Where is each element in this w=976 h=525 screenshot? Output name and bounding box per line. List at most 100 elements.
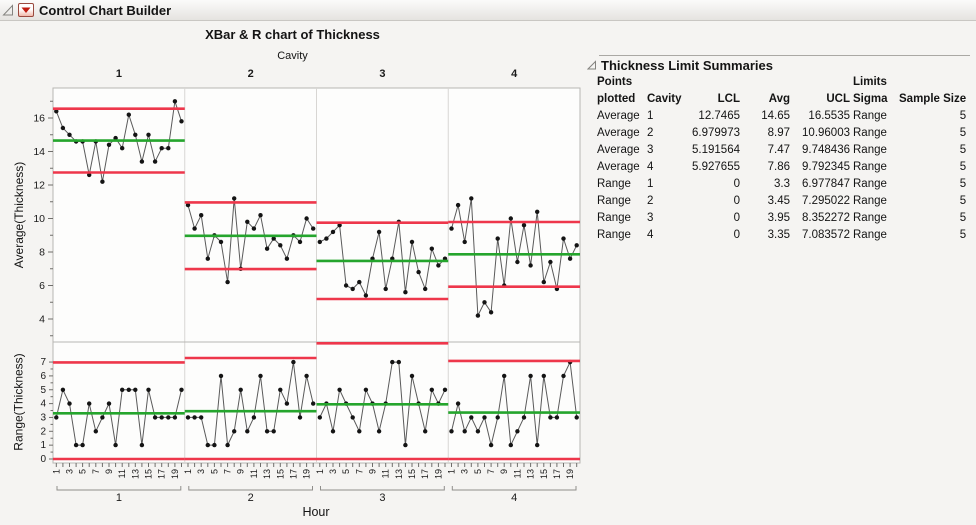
- hour-tick-label: 17: [420, 469, 430, 479]
- summary-cell: 4: [647, 161, 654, 173]
- summary-cell: 9.748436: [802, 144, 850, 156]
- data-point: [515, 259, 520, 265]
- data-point: [482, 300, 487, 305]
- data-point: [357, 279, 362, 285]
- window-title: Control Chart Builder: [39, 2, 172, 18]
- data-point: [515, 429, 520, 434]
- summary-row: Average 4 5.927655 7.86 9.792345 Range 5: [597, 159, 969, 176]
- data-point: [126, 387, 131, 392]
- x-axis-label: Hour: [302, 505, 330, 519]
- average-series-cavity-4: [449, 196, 579, 318]
- data-point: [508, 216, 513, 221]
- data-point: [166, 415, 171, 420]
- hour-tick-label: 3: [460, 469, 470, 474]
- summary-cell: 2: [647, 195, 654, 207]
- data-point: [271, 236, 276, 241]
- data-point: [258, 213, 263, 218]
- summary-cell: 16.5535: [808, 110, 850, 122]
- column-header: Points: [597, 76, 633, 88]
- summary-cell: Range: [597, 195, 631, 207]
- data-point: [212, 442, 217, 448]
- cavity-group-header: 2: [248, 68, 254, 80]
- data-point: [475, 429, 481, 434]
- summary-cell: 2: [647, 127, 654, 139]
- y-tick-label: 16: [33, 113, 45, 125]
- range-limits-cavity-3: [316, 341, 449, 461]
- hour-tick-label: 1: [183, 469, 193, 474]
- data-point: [251, 415, 257, 420]
- data-point: [87, 401, 92, 406]
- summary-cell: 5: [959, 212, 967, 224]
- cavity-bracket: [320, 486, 445, 491]
- data-point: [574, 243, 579, 248]
- hour-tick-label: 17: [157, 469, 167, 479]
- data-point: [245, 429, 250, 434]
- column-header: plotted: [597, 93, 636, 105]
- y-tick-label: 3: [40, 412, 46, 423]
- summary-cell: 4: [647, 229, 654, 241]
- data-point: [179, 119, 184, 124]
- summary-cell: Range: [597, 178, 631, 190]
- data-point: [423, 429, 428, 434]
- data-point: [350, 415, 355, 420]
- hour-tick-label: 5: [473, 469, 483, 474]
- y-tick-label: 1: [40, 440, 46, 451]
- data-point: [442, 387, 448, 392]
- hour-tick-label: 19: [170, 469, 180, 479]
- y-tick-label: 14: [33, 146, 45, 158]
- data-point: [574, 415, 579, 420]
- column-header: Sample Size: [899, 93, 967, 105]
- red-triangle-menu-button[interactable]: [18, 3, 34, 17]
- summary-cell: 8.352272: [802, 212, 850, 224]
- hour-tick-label: 3: [65, 469, 75, 474]
- hour-tick-label: 11: [249, 469, 259, 478]
- data-point: [251, 226, 257, 231]
- chart-title: XBar & R chart of Thickness: [205, 27, 380, 42]
- data-point: [535, 209, 540, 214]
- data-point: [278, 243, 283, 248]
- summary-cell: 7.47: [767, 144, 790, 156]
- group-axis-label: Cavity: [277, 50, 308, 62]
- summary-cell: Range: [597, 212, 631, 224]
- summary-row: Range 2 0 3.45 7.295022 Range 5: [597, 193, 969, 210]
- disclosure-open-icon[interactable]: [587, 60, 598, 71]
- data-point: [297, 239, 303, 245]
- data-point: [350, 286, 355, 292]
- data-point: [192, 226, 197, 231]
- data-point: [502, 373, 507, 379]
- summary-cell: 0: [733, 212, 740, 224]
- summary-cell: 8.97: [767, 127, 790, 139]
- hour-tick-label: 15: [144, 469, 154, 479]
- summary-cell: 0: [733, 178, 740, 190]
- hour-tick-label: 19: [565, 469, 575, 479]
- hour-tick-label: 13: [262, 469, 272, 479]
- range-series-cavity-2: [185, 359, 316, 448]
- range-series-cavity-3: [317, 359, 448, 448]
- cavity-bracket-label: 1: [116, 492, 122, 504]
- y-tick-label: 2: [40, 426, 46, 437]
- data-point: [455, 202, 461, 208]
- data-point: [462, 429, 467, 434]
- data-point: [113, 135, 118, 141]
- disclosure-open-icon[interactable]: [2, 3, 15, 17]
- data-point: [284, 256, 290, 261]
- data-point: [199, 415, 204, 420]
- data-point: [488, 310, 494, 315]
- limit-summaries-table: Points Limits plotted Cavity LCL Avg UCL Sigma S…: [597, 74, 969, 244]
- hour-tick-label: 1: [447, 469, 457, 474]
- data-point: [311, 401, 316, 406]
- summary-cell: Average: [597, 144, 640, 156]
- data-point: [554, 415, 560, 420]
- hour-tick-label: 9: [236, 469, 246, 474]
- data-point: [462, 239, 467, 245]
- column-header: LCL: [717, 93, 740, 105]
- hour-tick-label: 7: [486, 469, 496, 474]
- column-header: Limits: [853, 76, 887, 88]
- data-point: [185, 202, 191, 208]
- data-point: [330, 229, 336, 235]
- cavity-group-header: 3: [379, 68, 385, 80]
- data-point: [469, 415, 474, 420]
- summary-cell: 0: [733, 229, 740, 241]
- data-point: [67, 401, 72, 406]
